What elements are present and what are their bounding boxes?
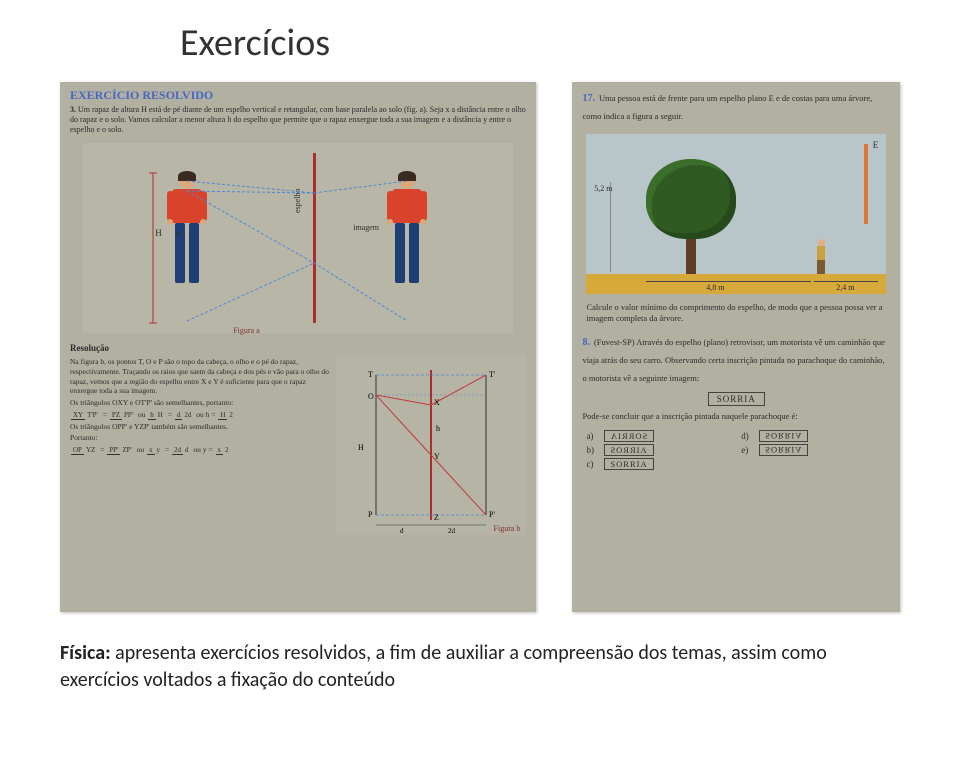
caption-rest: apresenta exercícios resolvidos, a fim d… <box>60 641 827 692</box>
q18-conclude: Pode-se concluir que a inscrição pintada… <box>582 411 890 422</box>
q17-calc-text: Calcule o valor mínimo do comprimento do… <box>572 300 900 326</box>
res-p1: Na figura b, os pontos T, O e P são o to… <box>70 357 330 396</box>
q18-number: 8. <box>582 337 590 348</box>
resolution-title: Resolução <box>60 335 536 355</box>
svg-text:P: P <box>368 510 373 519</box>
res-p3: Os triângulos OPP' e YZP' também são sem… <box>70 422 330 432</box>
svg-text:h: h <box>436 424 440 433</box>
q18-source: (Fuvest-SP) <box>594 337 635 347</box>
res-p2: Os triângulos OXY e OT'P' são semelhante… <box>70 398 330 408</box>
svg-text:Y: Y <box>434 452 440 461</box>
dim-bar-48 <box>646 281 811 282</box>
opt-c: c)SORRIA <box>586 458 731 470</box>
res-p4: Portanto: <box>70 433 330 443</box>
q17-text: Uma pessoa está de frente para um espelh… <box>582 93 872 121</box>
worked-exercise-header: EXERCÍCIO RESOLVIDO <box>60 82 536 103</box>
svg-text:H: H <box>358 443 364 452</box>
dim-bar-24 <box>814 281 878 282</box>
h-label: H <box>155 228 162 238</box>
right-book-photo: 17. Uma pessoa está de frente para um es… <box>572 82 900 612</box>
q17-number: 17. <box>582 93 595 104</box>
svg-text:T': T' <box>489 370 496 379</box>
dim-5-2-line <box>610 182 611 272</box>
opt-b: b)ƧOЯЯIA <box>586 444 731 456</box>
mirror-plane <box>313 153 316 323</box>
q18: 8. (Fuvest-SP) Através do espelho (plano… <box>572 326 900 426</box>
mirror-e <box>864 144 868 224</box>
q17: 17. Uma pessoa está de frente para um es… <box>572 82 900 128</box>
figure-b-svg: d 2d T O P X Y Z T' P' H h <box>336 355 526 535</box>
resolution-text: Na figura b, os pontos T, O e P são o to… <box>70 355 330 535</box>
q3-prompt: 3. Um rapaz de altura H está de pé diant… <box>60 103 536 137</box>
person <box>816 239 826 274</box>
q18-text: (Fuvest-SP) Através do espelho (plano) r… <box>582 337 884 383</box>
slide-caption: Física: apresenta exercícios resolvidos,… <box>60 640 900 694</box>
image-label: imagem <box>353 223 379 232</box>
svg-text:Z: Z <box>434 513 439 522</box>
left-book-photo: EXERCÍCIO RESOLVIDO 3. Um rapaz de altur… <box>60 82 536 612</box>
svg-text:2d: 2d <box>448 527 456 535</box>
slide-title: Exercícios <box>180 20 900 66</box>
svg-text:O: O <box>368 392 374 401</box>
figure-b-caption: Figura b <box>494 524 521 533</box>
figure-a: espelho imagem H x <box>83 143 513 333</box>
opt-e: e)SORRIA <box>741 444 886 456</box>
images-row: EXERCÍCIO RESOLVIDO 3. Um rapaz de altur… <box>60 82 900 612</box>
dim-2-4: 2,4 m <box>836 283 854 292</box>
caption-lead: Física: <box>60 641 111 665</box>
figure-a-rays <box>83 143 513 333</box>
q18-options: a)SORRIA d)SORRIA b)ƧOЯЯIA e)SORRIA c)SO… <box>572 426 900 474</box>
q3-text: Um rapaz de altura H está de pé diante d… <box>70 105 526 134</box>
mirror-label: espelho <box>293 189 302 213</box>
svg-text:X: X <box>434 398 440 407</box>
svg-text:T: T <box>368 370 373 379</box>
svg-text:P': P' <box>489 510 495 519</box>
x-label: x <box>175 228 180 238</box>
opt-a: a)SORRIA <box>586 430 731 442</box>
opt-d: d)SORRIA <box>741 430 886 442</box>
q17-figure: E 5,2 m 4,8 m 2,4 m <box>586 134 886 294</box>
boy-image <box>383 173 431 283</box>
resolution-body: Na figura b, os pontos T, O e P são o to… <box>60 355 536 535</box>
figure-b: d 2d T O P X Y Z T' P' H h Figura b <box>336 355 526 535</box>
res-eq1: XYT'P' = PZPP' ou hH = d2d ou h = H2 <box>70 410 330 420</box>
tree-crown <box>646 159 736 239</box>
figure-a-caption: Figura a <box>233 326 259 335</box>
boy-real <box>163 173 211 283</box>
sorria-box: SORRIA <box>708 392 765 406</box>
mirror-e-label: E <box>873 140 879 150</box>
svg-text:d: d <box>400 527 404 535</box>
q3-number: 3. <box>70 105 76 114</box>
res-eq2: OPYZ = PP'ZP' ou xy = 2dd ou y = x2 <box>70 445 330 455</box>
dim-4-8: 4,8 m <box>706 283 724 292</box>
